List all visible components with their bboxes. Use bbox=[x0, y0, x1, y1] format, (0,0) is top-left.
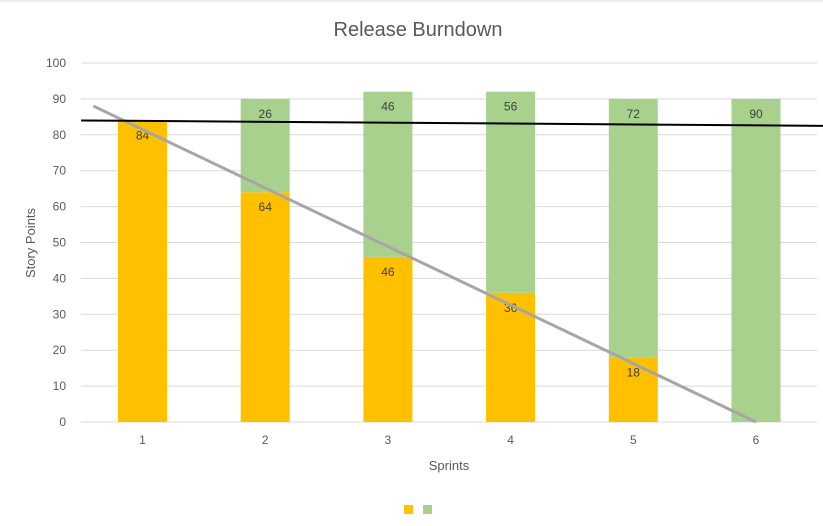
data-label: 46 bbox=[381, 265, 395, 279]
y-tick-label: 0 bbox=[59, 415, 66, 429]
x-tick-label: 4 bbox=[507, 433, 514, 447]
chart-title: Release Burndown bbox=[334, 19, 503, 41]
y-tick-label: 20 bbox=[53, 343, 67, 357]
bar-series1-sprint-1 bbox=[118, 120, 167, 422]
x-tick-label: 5 bbox=[630, 433, 637, 447]
y-tick-label: 100 bbox=[46, 56, 66, 70]
x-tick-label: 1 bbox=[139, 433, 146, 447]
x-tick-label: 2 bbox=[262, 433, 269, 447]
legend-swatch-series1 bbox=[404, 505, 413, 514]
y-tick-label: 30 bbox=[53, 307, 67, 321]
y-axis-label: Story Points bbox=[23, 207, 38, 278]
y-tick-label: 70 bbox=[53, 164, 67, 178]
y-tick-label: 50 bbox=[53, 236, 67, 250]
data-label: 56 bbox=[504, 100, 518, 114]
grid-lines bbox=[81, 63, 817, 422]
bars bbox=[118, 92, 781, 422]
scope-trend-line bbox=[81, 120, 823, 125]
y-tick-label: 10 bbox=[53, 379, 67, 393]
y-tick-label: 40 bbox=[53, 271, 67, 285]
data-label: 64 bbox=[259, 200, 273, 214]
bar-series2-sprint-6 bbox=[732, 99, 781, 422]
x-tick-label: 6 bbox=[753, 433, 760, 447]
legend-swatch-series2 bbox=[423, 505, 432, 514]
bar-series1-sprint-2 bbox=[241, 192, 290, 422]
x-axis-ticks: 1 2 3 4 5 6 bbox=[139, 433, 760, 447]
data-label: 26 bbox=[259, 107, 273, 121]
y-tick-label: 60 bbox=[53, 200, 67, 214]
bar-series1-sprint-3 bbox=[363, 257, 412, 422]
y-tick-label: 90 bbox=[53, 92, 67, 106]
x-axis-label: Sprints bbox=[429, 458, 470, 473]
data-label: 72 bbox=[627, 107, 641, 121]
data-label: 46 bbox=[381, 100, 395, 114]
bar-series2-sprint-4 bbox=[486, 92, 535, 293]
legend bbox=[404, 505, 432, 514]
x-tick-label: 3 bbox=[385, 433, 392, 447]
y-tick-label: 80 bbox=[53, 128, 67, 142]
trend-lines bbox=[81, 106, 823, 422]
y-axis-ticks: 0 10 20 30 40 50 60 70 80 90 100 bbox=[46, 56, 66, 429]
bar-series2-sprint-5 bbox=[609, 99, 658, 357]
data-label: 90 bbox=[749, 107, 763, 121]
bar-series2-sprint-3 bbox=[363, 92, 412, 257]
